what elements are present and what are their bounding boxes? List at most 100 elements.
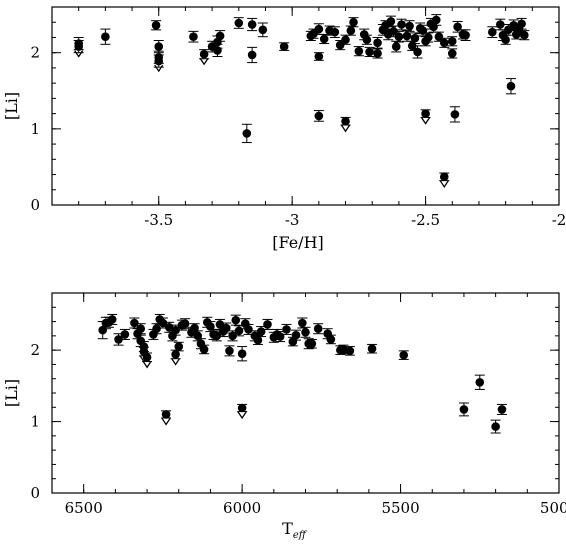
feh-marker (439, 38, 449, 48)
feh-upper-limit-arrow (199, 57, 209, 66)
teff-data-points (97, 313, 507, 434)
feh-marker (101, 32, 110, 41)
feh-data-point (460, 29, 471, 42)
feh-marker (386, 17, 396, 26)
teff-marker (326, 335, 336, 344)
teff-upper-limit-arrow (142, 360, 152, 369)
teff-marker (282, 325, 291, 334)
feh-y-tick-label: 1 (30, 120, 40, 138)
teff-marker (298, 318, 307, 328)
feh-data-point (345, 25, 356, 36)
feh-upper-limit-arrow (154, 64, 164, 73)
feh-data-point (487, 26, 498, 38)
teff-marker (152, 324, 161, 334)
feh-marker (421, 109, 430, 118)
feh-data-point (447, 48, 458, 59)
feh-marker (391, 42, 401, 51)
feh-marker (413, 47, 422, 57)
feh-marker (389, 27, 398, 36)
feh-marker (247, 20, 257, 29)
teff-data-point (173, 341, 184, 352)
teff-x-axis-label-main: T (282, 519, 293, 538)
teff-marker (130, 318, 139, 328)
teff-data-point (300, 326, 311, 338)
teff-marker (161, 410, 171, 419)
teff-marker (174, 342, 184, 351)
feh-data-point (215, 30, 226, 42)
feh-marker (520, 30, 529, 40)
teff-marker (288, 337, 298, 346)
teff-marker (136, 324, 146, 334)
feh-marker (517, 19, 526, 29)
feh-marker (335, 40, 345, 50)
feh-marker (234, 18, 244, 28)
teff-data-point (344, 346, 355, 356)
feh-data-point (516, 17, 527, 30)
teff-data-point (297, 317, 308, 329)
teff-marker (263, 320, 272, 329)
feh-data-point (313, 23, 324, 35)
feh-marker (330, 27, 340, 37)
teff-data-point (496, 403, 507, 415)
teff-data-point (281, 323, 292, 335)
teff-marker (313, 324, 323, 334)
teff-data-point (230, 314, 241, 326)
feh-marker (362, 35, 372, 45)
feh-data-point (396, 18, 407, 31)
feh-marker (346, 26, 356, 35)
teff-marker (291, 330, 301, 340)
feh-marker (373, 38, 382, 48)
teff-x-axis-label: Teff (282, 519, 308, 541)
teff-x-tick-label: 5500 (381, 499, 419, 517)
feh-marker (365, 47, 374, 57)
teff-data-point (237, 346, 248, 362)
feh-data-point (447, 36, 458, 47)
teff-upper-limit-arrow (237, 411, 247, 420)
feh-data-point (73, 40, 84, 58)
teff-marker (193, 331, 203, 341)
teff-y-tick-label: 2 (30, 341, 40, 359)
teff-data-point (157, 317, 168, 329)
feh-marker (314, 52, 324, 61)
teff-data-point (490, 419, 501, 434)
feh-marker (154, 56, 164, 66)
feh-marker (154, 42, 164, 51)
teff-data-point (262, 318, 273, 330)
teff-marker (244, 325, 253, 334)
teff-data-point (135, 323, 146, 335)
feh-x-tick-label: -2.5 (411, 211, 440, 229)
feh-plot-frame (51, 6, 560, 206)
feh-data-point (340, 116, 351, 133)
feh-marker (247, 50, 257, 60)
feh-data-point (153, 40, 164, 54)
teff-y-axis-label: [Li] (2, 379, 21, 407)
feh-data-point (348, 17, 359, 28)
teff-upper-limit-arrow (161, 418, 171, 426)
feh-marker (447, 36, 457, 46)
feh-marker (199, 49, 209, 59)
teff-data-point (252, 335, 263, 345)
feh-x-tick-label: -2 (552, 211, 566, 229)
feh-marker (394, 32, 404, 41)
feh-data-point (519, 30, 530, 41)
feh-marker (461, 30, 470, 40)
teff-data-point (192, 330, 203, 342)
teff-marker (497, 405, 507, 414)
feh-marker (349, 17, 358, 27)
teff-marker (253, 335, 263, 345)
teff-marker (399, 350, 409, 360)
feh-tick-labels: -3.5 -3 -2.5 -2 0 1 2 (30, 44, 566, 229)
teff-marker (212, 331, 222, 341)
feh-data-point (495, 18, 506, 31)
teff-data-point (180, 318, 191, 330)
feh-marker (405, 21, 414, 31)
teff-marker (98, 325, 107, 335)
teff-data-point (221, 322, 232, 334)
teff-marker (256, 327, 266, 336)
feh-data-point (247, 46, 258, 64)
teff-data-point (224, 345, 235, 357)
teff-marker (190, 323, 199, 333)
feh-marker (495, 20, 505, 29)
